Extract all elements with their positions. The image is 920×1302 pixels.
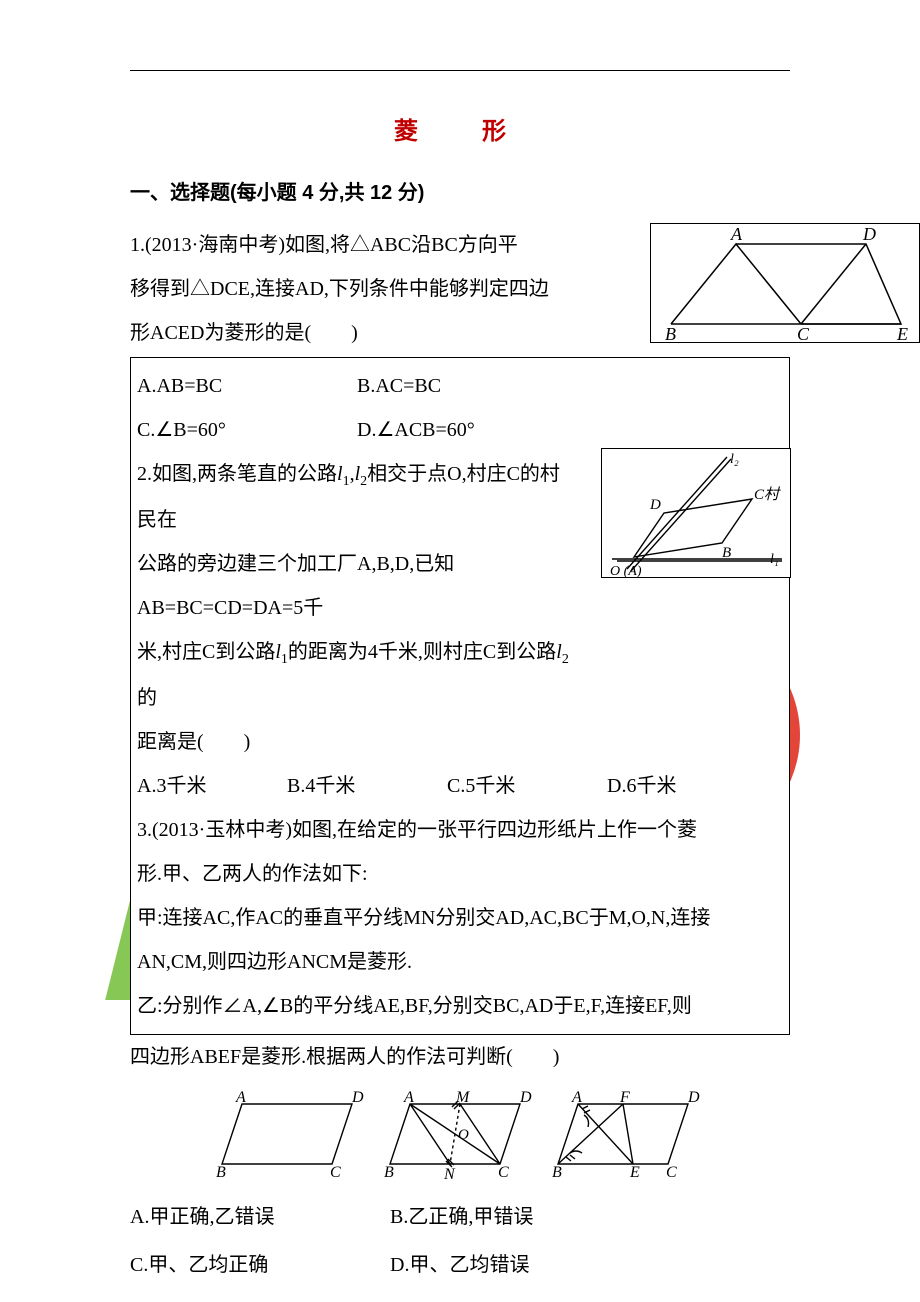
q3-optC: C.甲、乙均正确	[130, 1241, 390, 1289]
label-OA: O (A)	[610, 564, 642, 579]
svg-text:C: C	[330, 1164, 341, 1179]
q2-optC: C.5千米	[447, 764, 607, 808]
q3-options: A.甲正确,乙错误 B.乙正确,甲错误 C.甲、乙均正确 D.甲、乙均错误	[130, 1193, 790, 1289]
q3-line2: 形.甲、乙两人的作法如下:	[137, 852, 783, 896]
q2-figure: O (A) B C村 D l₁ l₂	[601, 448, 791, 578]
label-A: A	[730, 224, 743, 244]
q3-optB: B.乙正确,甲错误	[390, 1193, 533, 1241]
section-header: 一、选择题(每小题 4 分,共 12 分)	[130, 176, 790, 205]
q1-optC: C.∠B=60°	[137, 408, 357, 452]
question-1: 1.(2013·海南中考)如图,将△ABC沿BC方向平 移得到△DCE,连接AD…	[130, 223, 790, 355]
svg-text:C: C	[666, 1164, 677, 1179]
question-2: 2.如图,两条笔直的公路l1,l2相交于点O,村庄C的村民在 公路的旁边建三个加…	[137, 452, 577, 720]
svg-text:E: E	[629, 1164, 640, 1179]
q1-line1: 1.(2013·海南中考)如图,将△ABC沿BC方向平	[130, 223, 570, 267]
label-D: D	[862, 224, 876, 244]
svg-text:B: B	[552, 1164, 562, 1179]
q3-line3: 甲:连接AC,作AC的垂直平分线MN分别交AD,AC,BC于M,O,N,连接	[137, 896, 783, 940]
svg-text:A: A	[235, 1089, 246, 1106]
page-content: 菱 形 一、选择题(每小题 4 分,共 12 分) 1.(2013·海南中考)如…	[130, 70, 790, 1289]
label-C2: C村	[754, 486, 781, 503]
svg-text:F: F	[619, 1089, 630, 1106]
svg-text:A: A	[403, 1089, 414, 1106]
svg-text:N: N	[443, 1166, 456, 1179]
q3-optD: D.甲、乙均错误	[390, 1241, 529, 1289]
q3-fig-a: A D B C	[212, 1089, 372, 1179]
label-B: B	[665, 324, 676, 344]
svg-text:M: M	[455, 1089, 471, 1106]
q1-line3: 形ACED为菱形的是( )	[130, 311, 570, 355]
q1-figure: A D B C E	[650, 223, 920, 343]
question-3: 3.(2013·玉林中考)如图,在给定的一张平行四边形纸片上作一个菱 形.甲、乙…	[137, 808, 783, 1028]
q2-line3: 米,村庄C到公路l1的距离为4千米,则村庄C到公路l2的	[137, 630, 577, 720]
q3-line6: 四边形ABEF是菱形.根据两人的作法可判断( )	[130, 1035, 790, 1079]
q3-fig-b: A M D O B N C	[380, 1089, 540, 1179]
q1-optA: A.AB=BC	[137, 364, 357, 408]
svg-text:D: D	[687, 1089, 700, 1106]
q3-line5: 乙:分别作∠A,∠B的平分线AE,BF,分别交BC,AD于E,F,连接EF,则	[137, 984, 783, 1028]
header-rule	[130, 70, 790, 71]
label-l2: l₂	[730, 452, 739, 467]
svg-text:C: C	[498, 1164, 509, 1179]
worksheet-title: 菱 形	[130, 111, 790, 146]
label-l1: l₁	[770, 552, 779, 567]
q2-line4: 距离是( )	[137, 720, 783, 764]
label-C: C	[797, 324, 810, 344]
q3-figures: A D B C A M D O B	[130, 1089, 790, 1179]
svg-text:D: D	[351, 1089, 364, 1106]
highlight-box: A.AB=BC B.AC=BC C.∠B=60° D.∠ACB=60° 2.如图…	[130, 357, 790, 1035]
q3-line4: AN,CM,则四边形ANCM是菱形.	[137, 940, 783, 984]
label-D2: D	[649, 497, 661, 513]
svg-text:A: A	[571, 1089, 582, 1106]
label-E: E	[896, 324, 908, 344]
q1-optD: D.∠ACB=60°	[357, 408, 475, 452]
q2-line1: 2.如图,两条笔直的公路l1,l2相交于点O,村庄C的村民在	[137, 452, 577, 542]
svg-text:D: D	[519, 1089, 532, 1106]
q1-line2: 移得到△DCE,连接AD,下列条件中能够判定四边	[130, 267, 570, 311]
svg-text:O: O	[458, 1127, 469, 1143]
q2-optA: A.3千米	[137, 764, 287, 808]
q2-optD: D.6千米	[607, 764, 676, 808]
q3-optA: A.甲正确,乙错误	[130, 1193, 390, 1241]
svg-text:B: B	[216, 1164, 226, 1179]
q2-line2: 公路的旁边建三个加工厂A,B,D,已知AB=BC=CD=DA=5千	[137, 542, 577, 630]
svg-text:B: B	[384, 1164, 394, 1179]
q3-fig-c: A F D B E C	[548, 1089, 708, 1179]
label-B2: B	[722, 545, 731, 561]
q3-line1: 3.(2013·玉林中考)如图,在给定的一张平行四边形纸片上作一个菱	[137, 808, 783, 852]
q1-optB: B.AC=BC	[357, 364, 441, 408]
q2-optB: B.4千米	[287, 764, 447, 808]
